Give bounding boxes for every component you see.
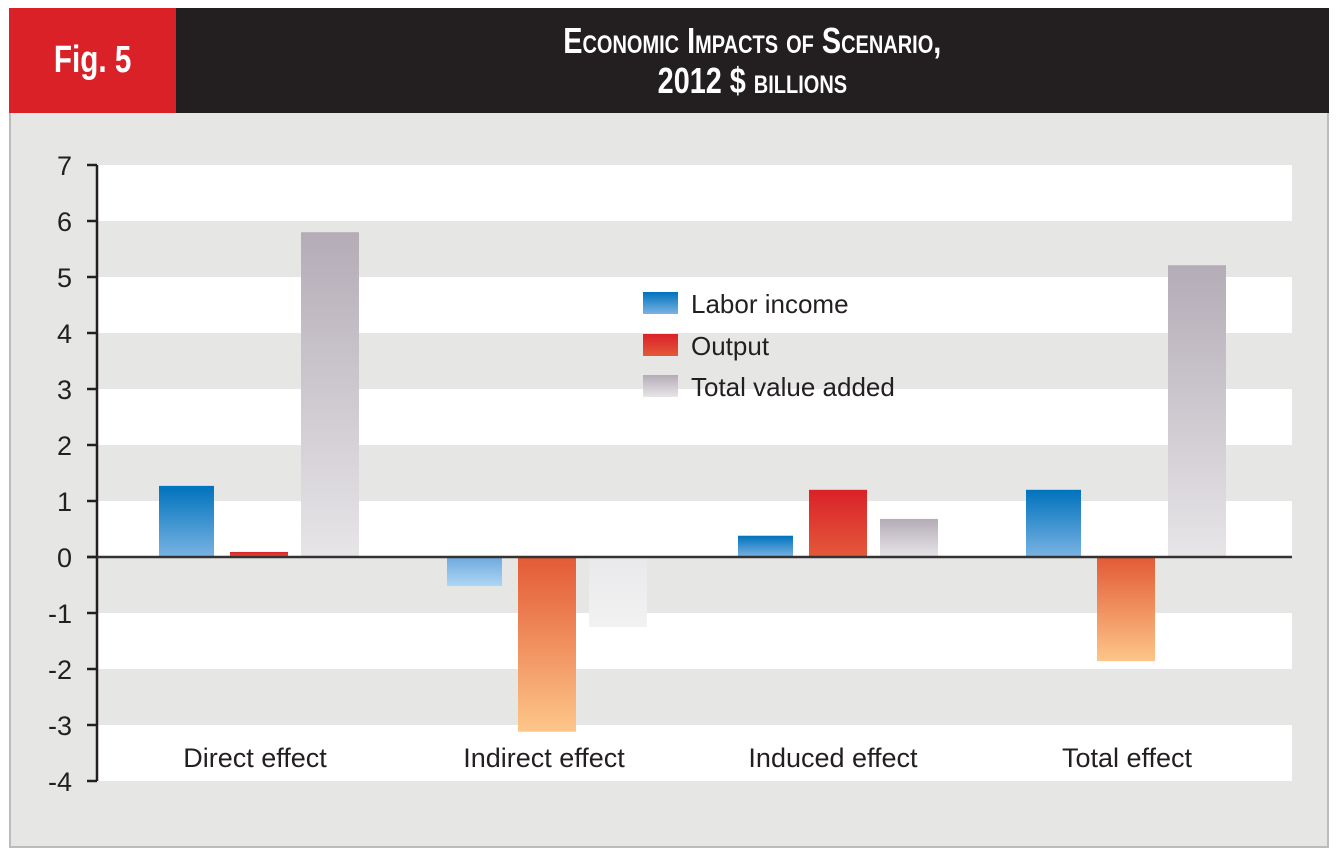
y-tick-label: 3 <box>57 375 72 405</box>
bar-output-direct-effect <box>230 551 288 557</box>
bar-labor-income-direct-effect <box>159 485 214 557</box>
y-tick-label: -1 <box>48 599 72 629</box>
category-label: Induced effect <box>748 743 918 773</box>
chart-title-line2: 2012 $ billions <box>657 59 848 101</box>
bar-output-induced-effect <box>809 489 867 557</box>
y-tick-label: 2 <box>57 431 72 461</box>
legend: Labor income Output Total value added <box>643 289 895 402</box>
figure-tag-label: Fig. 5 <box>53 39 132 81</box>
legend-item: Labor income <box>643 289 849 319</box>
category-labels: Direct effect Indirect effect Induced effe… <box>183 743 1192 773</box>
legend-swatch <box>643 334 678 356</box>
legend-item: Output <box>643 331 770 361</box>
y-tick-label: 4 <box>57 319 72 349</box>
legend-swatch <box>643 375 678 397</box>
y-tick-label: 6 <box>57 207 72 237</box>
y-tick-label: -3 <box>48 711 72 741</box>
bars <box>159 232 1226 732</box>
bar-total-value-added-induced-effect <box>880 518 938 557</box>
bar-total-value-added-indirect-effect <box>589 557 647 627</box>
legend-label: Labor income <box>691 289 849 319</box>
y-tick-label: -4 <box>48 767 72 797</box>
y-tick-label: 7 <box>57 151 72 181</box>
legend-label: Total value added <box>691 372 895 402</box>
grid-band <box>97 501 1292 557</box>
grid-band <box>97 725 1292 781</box>
grid-band <box>97 277 1292 333</box>
bar-labor-income-induced-effect <box>738 535 793 557</box>
y-tick-label: 1 <box>57 487 72 517</box>
bar-total-value-added-total-effect <box>1168 265 1226 557</box>
grid-band <box>97 389 1292 445</box>
chart-title-line1: Economic Impacts of Scenario, <box>563 19 942 61</box>
category-label: Total effect <box>1062 743 1193 773</box>
grid-bands <box>97 165 1292 781</box>
grid-band <box>97 613 1292 669</box>
chart-title: Economic Impacts of Scenario, 2012 $ bil… <box>176 8 1329 113</box>
legend-item: Total value added <box>643 372 895 402</box>
bar-labor-income-total-effect <box>1026 489 1081 557</box>
y-axis: 7 6 5 4 3 2 1 0 -1 -2 -3 -4 <box>48 151 1292 797</box>
header-bar <box>9 8 1329 113</box>
figure-tag: Fig. 5 <box>9 8 176 113</box>
y-tick-label: 0 <box>57 543 72 573</box>
legend-swatch <box>643 292 678 314</box>
category-label: Indirect effect <box>463 743 625 773</box>
grid-band <box>97 165 1292 221</box>
legend-label: Output <box>691 331 770 361</box>
y-tick-label: -2 <box>48 655 72 685</box>
bar-total-value-added-direct-effect <box>301 232 359 557</box>
category-label: Direct effect <box>183 743 327 773</box>
bar-labor-income-indirect-effect <box>447 557 502 587</box>
y-tick-label: 5 <box>57 263 72 293</box>
bar-output-indirect-effect <box>518 557 576 732</box>
bar-output-total-effect <box>1097 557 1155 662</box>
